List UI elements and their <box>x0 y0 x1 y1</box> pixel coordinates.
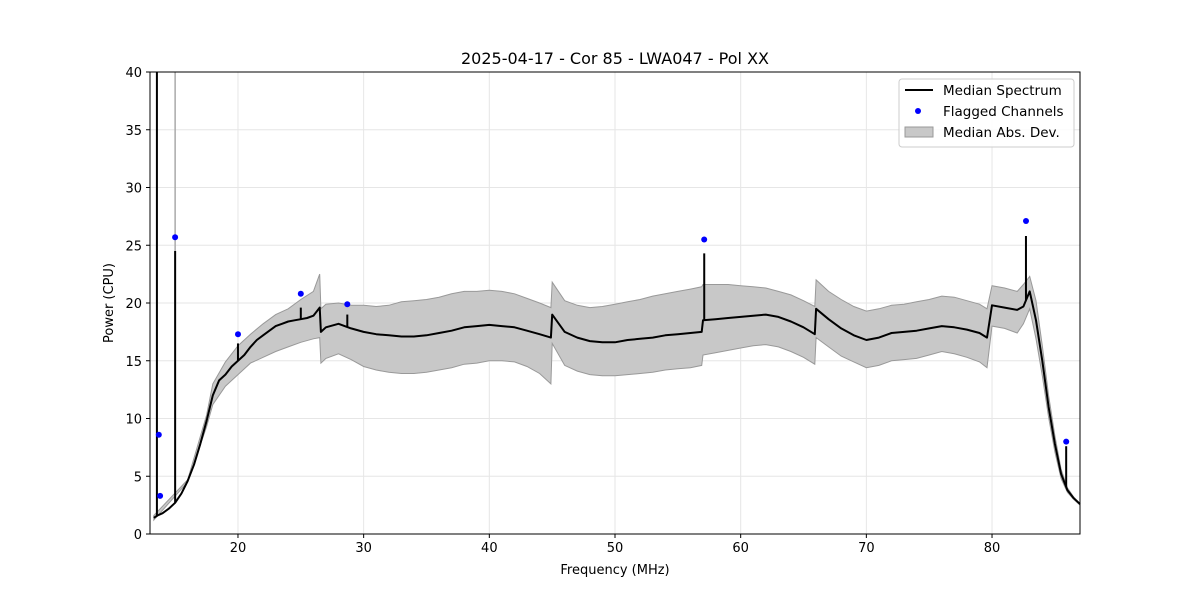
x-axis-label: Frequency (MHz) <box>560 563 669 578</box>
legend-flagged-swatch <box>915 108 921 114</box>
legend-band-label: Median Abs. Dev. <box>943 125 1060 141</box>
axis-ticks: 20 30 40 50 60 70 80 0 5 10 15 20 25 30 35 40 <box>125 66 1000 556</box>
y-tick-label: 40 <box>125 66 142 81</box>
flagged-channel-point <box>1063 438 1070 445</box>
median-spectrum-line <box>153 72 1081 519</box>
flagged-channels <box>155 218 1070 499</box>
y-tick-label: 20 <box>125 297 142 312</box>
x-tick-label: 70 <box>858 541 875 556</box>
x-tick-label: 80 <box>984 541 1001 556</box>
flagged-channel-point <box>172 234 179 241</box>
y-tick-label: 25 <box>125 239 142 254</box>
legend: Median Spectrum Flagged Channels Median … <box>898 78 1075 148</box>
legend-box <box>898 78 1075 148</box>
flagged-channel-point <box>297 290 304 297</box>
legend-median-label: Median Spectrum <box>943 83 1062 99</box>
chart-title: 2025-04-17 - Cor 85 - LWA047 - Pol XX <box>461 49 769 68</box>
y-tick-label: 15 <box>125 355 142 370</box>
x-tick-label: 50 <box>607 541 624 556</box>
y-tick-label: 0 <box>134 528 142 543</box>
x-tick-label: 20 <box>230 541 247 556</box>
flagged-channel-point <box>344 301 351 308</box>
x-tick-label: 60 <box>732 541 749 556</box>
flagged-channel-point <box>235 331 241 338</box>
y-axis-label: Power (CPU) <box>102 263 117 343</box>
flagged-channel-point <box>157 492 164 499</box>
flagged-channel-point <box>1023 218 1029 224</box>
legend-flagged-label: Flagged Channels <box>943 104 1064 120</box>
y-tick-label: 35 <box>125 124 142 139</box>
y-tick-label: 30 <box>125 182 142 197</box>
x-tick-label: 40 <box>481 541 498 556</box>
flagged-channel-point <box>701 236 708 243</box>
median-spectrum-path <box>153 290 1081 519</box>
legend-band-swatch <box>904 126 934 138</box>
x-tick-label: 30 <box>355 541 372 556</box>
y-tick-label: 5 <box>134 470 142 485</box>
y-tick-label: 10 <box>125 413 142 428</box>
flagged-channel-point <box>155 431 162 438</box>
